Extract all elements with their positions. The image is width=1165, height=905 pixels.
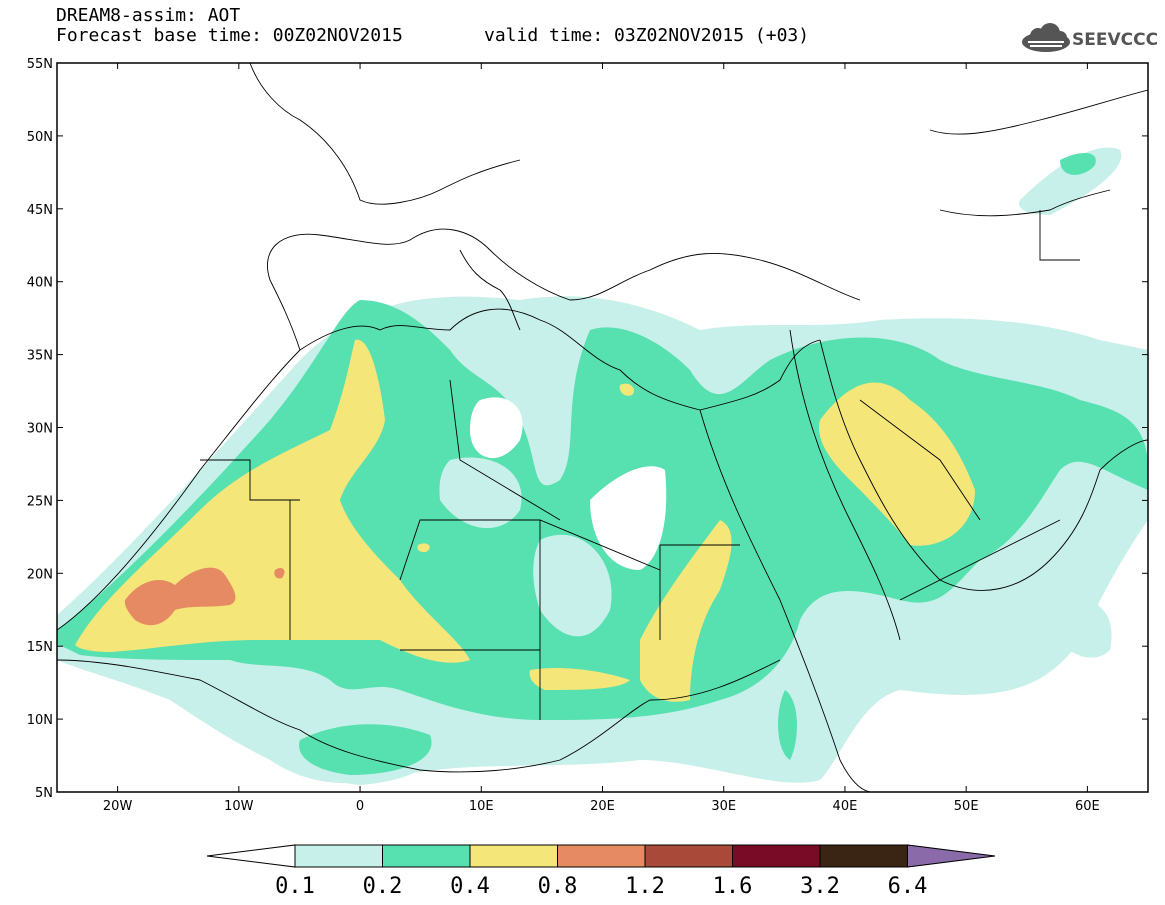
lon-label: 40E — [833, 799, 858, 814]
colorbar-label: 6.4 — [888, 874, 928, 899]
colorbar-segment — [644, 844, 733, 868]
lon-label: 10W — [224, 799, 254, 814]
colorbar-segment — [469, 844, 558, 868]
lat-axis: 55N 50N 45N 40N 35N 30N 25N 20N 15N 10N 5N — [27, 57, 1148, 801]
forecast-base-time: Forecast base time: 00Z02NOV2015 — [56, 25, 403, 46]
colorbar-arrow-high — [907, 844, 996, 868]
colorbar-label: 0.4 — [450, 874, 490, 899]
colorbar-segment — [557, 844, 646, 868]
lon-label: 30E — [711, 799, 736, 814]
lon-label: 60E — [1075, 799, 1100, 814]
lon-label: 20W — [103, 799, 133, 814]
colorbar-segment — [732, 844, 821, 868]
colorbar-segment — [294, 844, 383, 868]
valid-time: valid time: 03Z02NOV2015 (+03) — [484, 25, 810, 46]
lat-label: 20N — [27, 567, 53, 582]
colorbar-label: 1.6 — [713, 874, 753, 899]
lat-label: 30N — [27, 422, 53, 437]
aot-field-0.4 — [75, 339, 470, 663]
lon-axis: 20W 10W 0 10E 20E 30E 40E 50E 60E — [103, 63, 1100, 814]
lat-label: 50N — [27, 130, 53, 145]
colorbar-label: 1.2 — [625, 874, 665, 899]
lat-label: 55N — [27, 57, 53, 72]
lon-label: 50E — [954, 799, 979, 814]
lat-label: 15N — [27, 640, 53, 655]
lon-label: 20E — [590, 799, 615, 814]
aot-field-0.8 — [124, 567, 236, 626]
lat-label: 25N — [27, 494, 53, 509]
lat-label: 10N — [27, 713, 53, 728]
colorbar-segment — [819, 844, 908, 868]
colorbar-label: 0.1 — [275, 874, 315, 899]
colorbar-label: 0.2 — [363, 874, 403, 899]
seevccc-logo — [1022, 23, 1070, 52]
lat-label: 35N — [27, 349, 53, 364]
colorbar: 0.1 0.2 0.4 0.8 1.2 1.6 3.2 6.4 — [206, 844, 996, 899]
colorbar-label: 0.8 — [538, 874, 578, 899]
lon-label: 10E — [469, 799, 494, 814]
lat-label: 5N — [35, 786, 53, 801]
colorbar-segment — [382, 844, 471, 868]
lat-label: 45N — [27, 203, 53, 218]
colorbar-label: 3.2 — [800, 874, 840, 899]
lon-label: 0 — [356, 799, 364, 814]
lat-label: 40N — [27, 276, 53, 291]
colorbar-arrow-low — [206, 844, 296, 868]
coastlines-borders — [57, 63, 1148, 792]
aot-contour-fields — [57, 147, 1148, 785]
logo-text: SEEVCCC — [1072, 30, 1159, 50]
map-title: DREAM8-assim: AOT — [56, 5, 241, 26]
